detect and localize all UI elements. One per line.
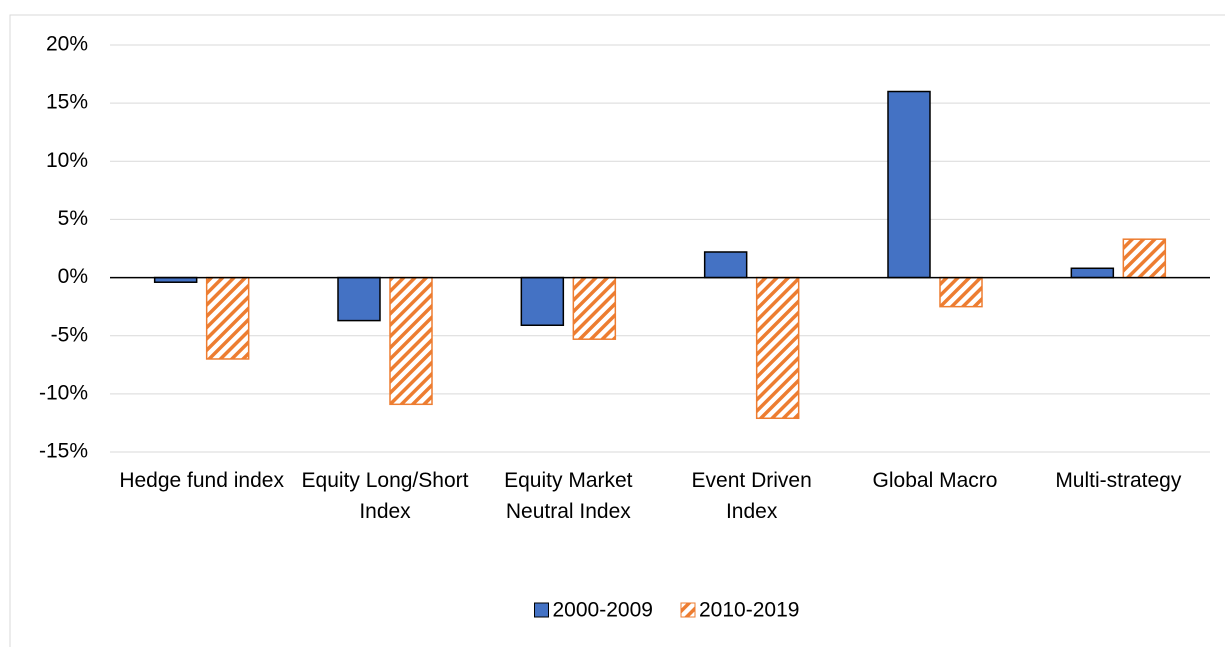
x-tick-label: Multi-strategy bbox=[1055, 469, 1182, 492]
y-tick-label: 20% bbox=[46, 33, 88, 56]
bar bbox=[572, 276, 617, 340]
y-tick-label: 10% bbox=[46, 149, 88, 172]
bar bbox=[939, 276, 983, 308]
chart-border bbox=[9, 14, 1225, 647]
legend-label: 2010-2019 bbox=[699, 599, 799, 622]
bar bbox=[1070, 267, 1115, 279]
bar bbox=[337, 276, 381, 322]
legend-swatch bbox=[680, 602, 696, 618]
bar bbox=[205, 276, 250, 360]
x-tick-label: Global Macro bbox=[872, 469, 998, 492]
bar bbox=[520, 276, 565, 326]
bar bbox=[389, 276, 433, 406]
x-tick-label: Equity Market Neutral Index bbox=[504, 469, 633, 523]
legend-swatch bbox=[534, 602, 549, 618]
legend-label: 2000-2009 bbox=[553, 599, 653, 622]
x-tick-label: Event Driven Index bbox=[691, 469, 812, 523]
bar bbox=[887, 90, 931, 279]
bar bbox=[755, 276, 800, 420]
bar bbox=[1122, 238, 1167, 279]
y-tick-label: -15% bbox=[39, 440, 88, 463]
bar bbox=[703, 251, 748, 279]
y-tick-label: 0% bbox=[58, 265, 88, 288]
y-tick-label: 5% bbox=[58, 207, 88, 230]
x-tick-label: Hedge fund index bbox=[119, 469, 284, 492]
x-tick-label: Equity Long/Short Index bbox=[301, 469, 469, 523]
y-tick-label: 15% bbox=[46, 91, 88, 114]
y-tick-label: -10% bbox=[39, 381, 88, 404]
y-tick-label: -5% bbox=[51, 323, 88, 346]
